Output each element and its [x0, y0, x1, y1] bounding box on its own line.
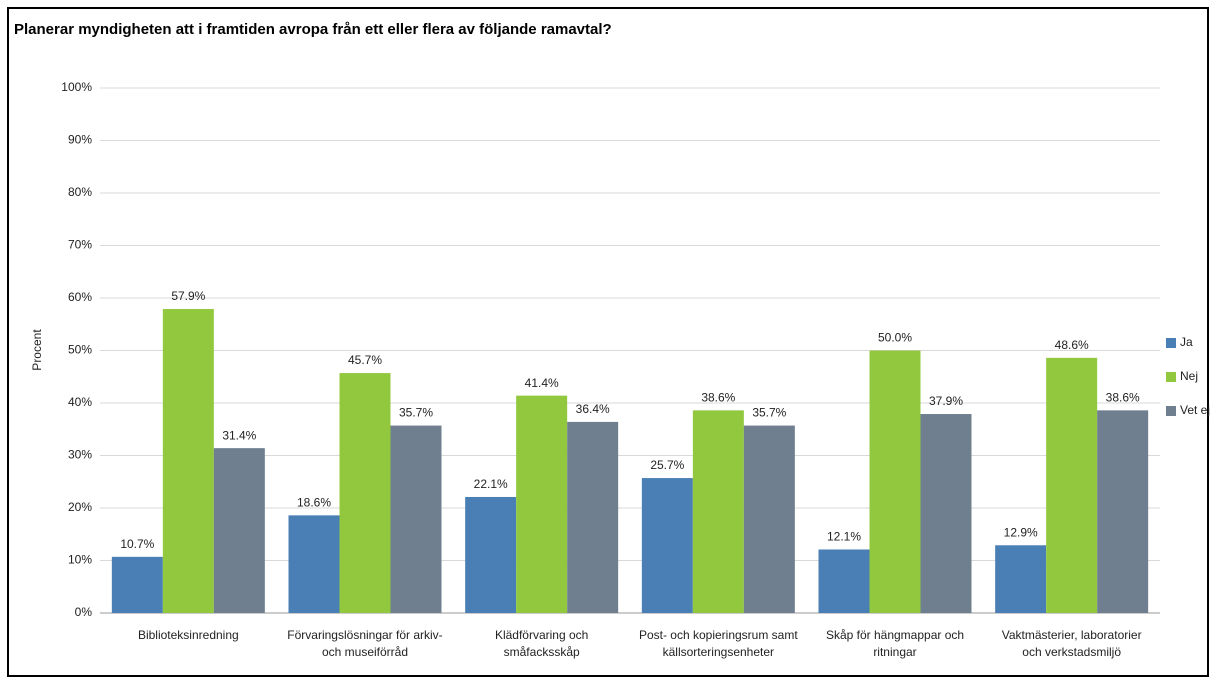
bar	[692, 410, 744, 613]
data-label: 38.6%	[1106, 391, 1140, 405]
x-tick-label: Post- och kopieringsrum samt källsorteri…	[638, 628, 798, 659]
data-label: 41.4%	[525, 376, 559, 390]
data-label: 48.6%	[1055, 338, 1089, 352]
legend-label: Vet ej	[1180, 403, 1210, 417]
bar	[390, 425, 442, 613]
y-tick-label: 90%	[68, 133, 92, 147]
y-tick-label: 70%	[68, 238, 92, 252]
bar	[1046, 357, 1098, 613]
bar	[1097, 410, 1149, 613]
legend-label: Ja	[1180, 335, 1193, 349]
data-label: 12.9%	[1004, 525, 1038, 539]
y-tick-label: 30%	[68, 448, 92, 462]
y-tick-label: 50%	[68, 343, 92, 357]
legend-swatch	[1166, 406, 1176, 416]
data-label: 35.7%	[752, 406, 786, 420]
data-label: 38.6%	[701, 391, 735, 405]
y-tick-label: 0%	[75, 605, 93, 619]
data-label: 31.4%	[222, 428, 256, 442]
bar	[641, 478, 693, 613]
data-label: 18.6%	[297, 496, 331, 510]
y-tick-label: 100%	[61, 80, 92, 94]
bar	[743, 425, 795, 613]
data-label: 57.9%	[171, 289, 205, 303]
bar	[869, 350, 921, 613]
x-tick-label: Skåp för hängmappar och ritningar	[825, 628, 965, 659]
legend-swatch	[1166, 372, 1176, 382]
bar	[465, 496, 517, 613]
data-label: 10.7%	[120, 537, 154, 551]
y-tick-label: 20%	[68, 500, 92, 514]
x-tick-label: Förvaringslösningar för arkiv- och musei…	[287, 628, 443, 659]
bar	[339, 373, 391, 613]
data-label: 12.1%	[827, 530, 861, 544]
y-tick-label: 60%	[68, 290, 92, 304]
bar	[920, 414, 972, 613]
legend-swatch	[1166, 338, 1176, 348]
data-label: 36.4%	[576, 402, 610, 416]
bar	[288, 515, 340, 613]
x-tick-label: Vaktmästerier, laboratorier och verkstad…	[1001, 628, 1142, 659]
bar	[567, 421, 619, 613]
bar	[995, 545, 1047, 613]
bar	[213, 448, 265, 613]
chart-title: Planerar myndigheten att i framtiden avr…	[14, 21, 612, 38]
data-label: 37.9%	[929, 394, 963, 408]
bar	[516, 395, 568, 613]
x-tick-label: Biblioteksinredning	[137, 628, 239, 642]
data-label: 25.7%	[650, 458, 684, 472]
bar	[162, 309, 214, 613]
y-tick-label: 80%	[68, 185, 92, 199]
bar	[818, 549, 870, 613]
legend-label: Nej	[1180, 369, 1198, 383]
bar	[111, 556, 163, 613]
y-axis-label: Procent	[30, 329, 44, 371]
frame	[7, 7, 1209, 677]
data-label: 35.7%	[399, 406, 433, 420]
y-tick-label: 40%	[68, 395, 92, 409]
data-label: 45.7%	[348, 353, 382, 367]
data-label: 22.1%	[474, 477, 508, 491]
x-tick-label: Klädförvaring och småfacksskåp	[494, 628, 589, 659]
data-label: 50.0%	[878, 331, 912, 345]
y-tick-label: 10%	[68, 553, 92, 567]
